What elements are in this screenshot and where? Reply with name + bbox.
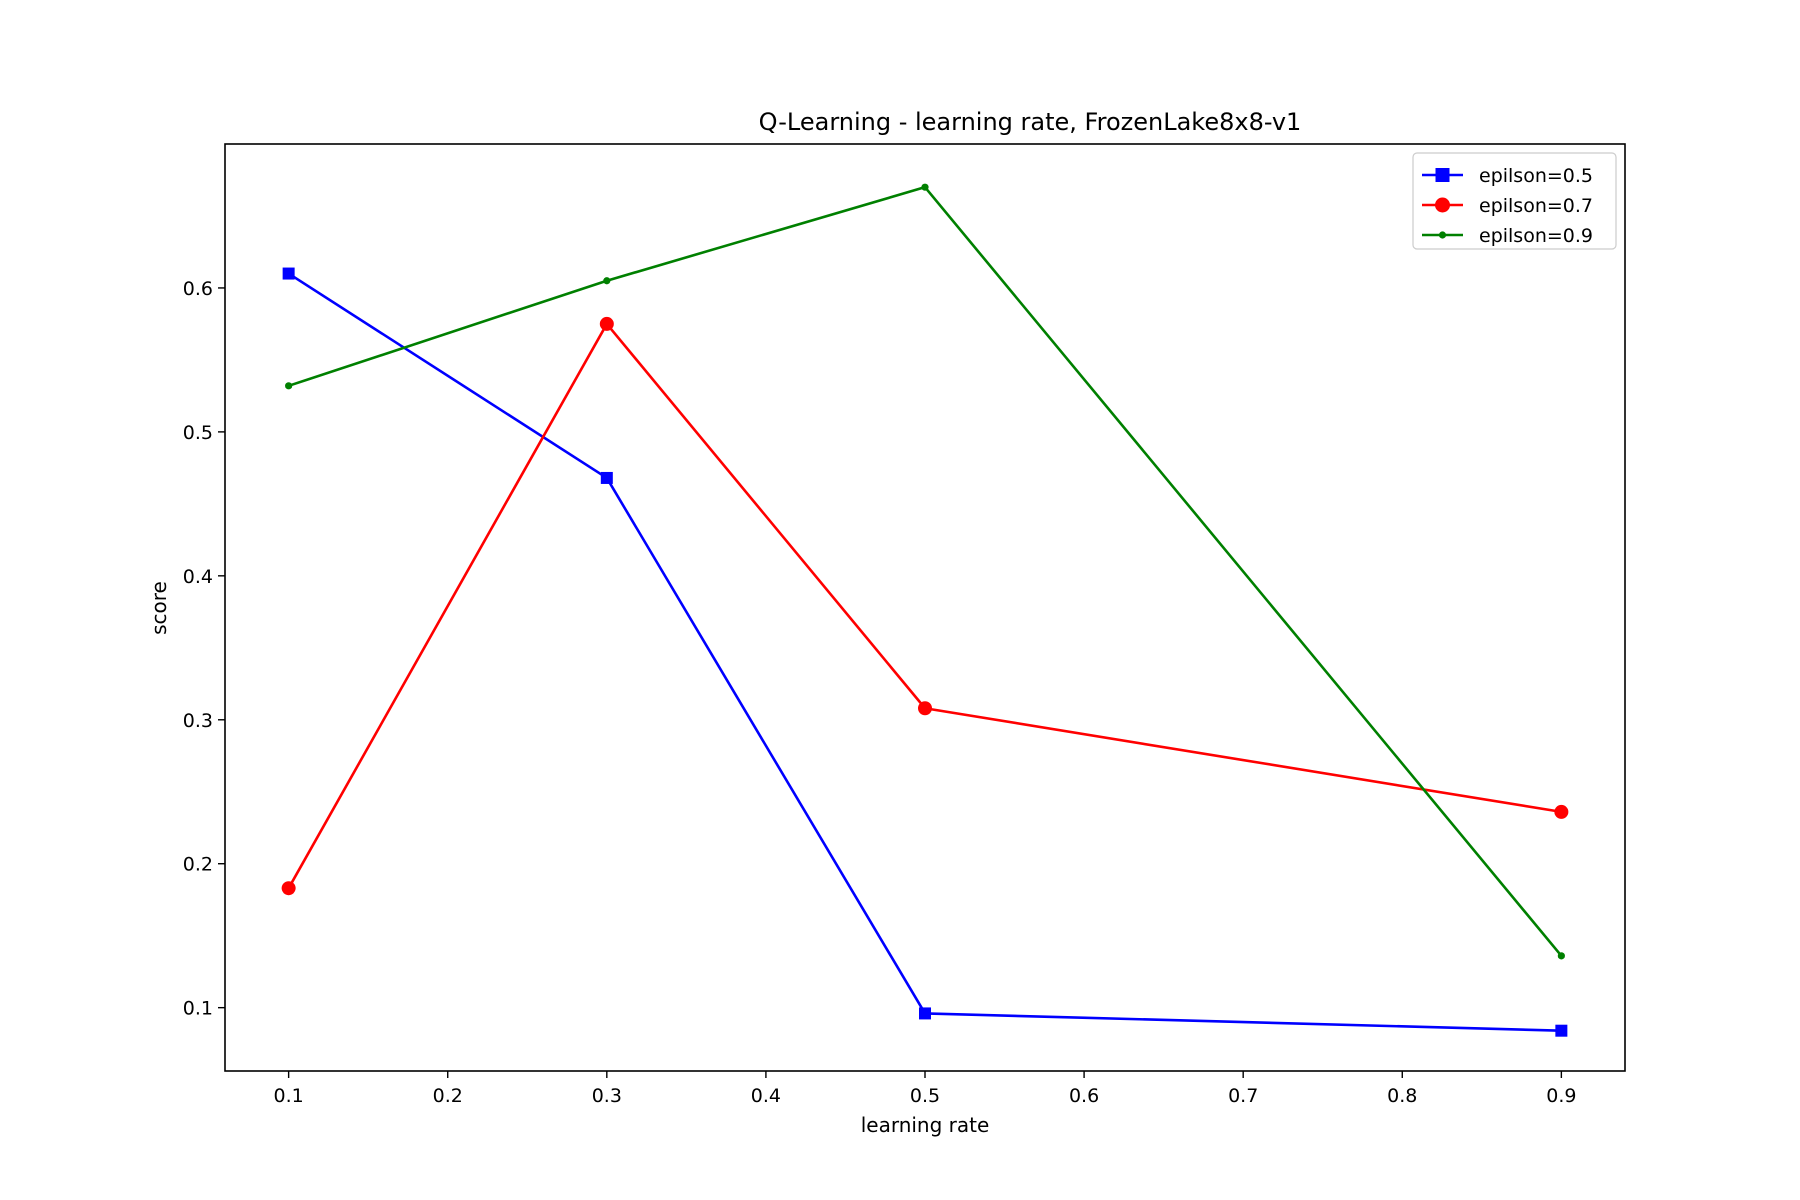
data-point — [282, 267, 295, 280]
data-point — [918, 701, 932, 716]
legend-box — [1412, 152, 1617, 250]
data-point — [1554, 804, 1569, 819]
series-3 — [285, 183, 1565, 960]
y-axis: 0.1 0.2 0.3 0.4 0.5 0.6 — [183, 278, 225, 1020]
y-tick-label: 0.3 — [183, 710, 213, 732]
legend: epilson=0.5 epilson=0.7 epilson=0.9 — [1412, 152, 1617, 250]
data-point — [599, 316, 614, 331]
data-point — [600, 471, 613, 484]
data-point — [1555, 1024, 1568, 1037]
series-line — [288, 185, 1563, 957]
legend-marker — [1435, 197, 1450, 213]
legend-label: epilson=0.5 — [1479, 165, 1593, 187]
x-tick-label: 0.7 — [1228, 1085, 1258, 1107]
x-axis: 0.1 0.2 0.3 0.4 0.5 0.6 0.7 0.8 0.9 — [274, 1071, 1576, 1107]
data-point — [603, 277, 611, 285]
y-axis-label: score — [147, 581, 171, 635]
series-1 — [282, 267, 1568, 1037]
chart-title: Q-Learning - learning rate, FrozenLake8x… — [759, 108, 1302, 136]
legend-marker — [1435, 168, 1450, 182]
legend-label: epilson=0.9 — [1479, 225, 1593, 247]
x-tick-label: 0.1 — [274, 1085, 304, 1107]
y-tick-label: 0.1 — [183, 998, 213, 1020]
data-point — [921, 183, 929, 191]
x-tick-label: 0.8 — [1387, 1085, 1417, 1107]
data-point — [281, 881, 296, 896]
y-tick-label: 0.6 — [183, 278, 213, 300]
x-tick-label: 0.2 — [433, 1085, 463, 1107]
series-line — [287, 322, 1562, 889]
x-tick-label: 0.4 — [751, 1085, 781, 1107]
legend-item: epilson=0.7 — [1422, 195, 1593, 217]
data-point — [285, 382, 293, 390]
x-tick-label: 0.9 — [1546, 1085, 1576, 1107]
y-tick-label: 0.2 — [183, 854, 213, 876]
data-point — [1557, 952, 1565, 960]
legend-label: epilson=0.7 — [1479, 195, 1593, 217]
y-tick-label: 0.4 — [183, 566, 213, 588]
legend-item: epilson=0.5 — [1422, 165, 1593, 187]
data-point — [919, 1007, 931, 1020]
x-tick-label: 0.6 — [1069, 1085, 1099, 1107]
x-axis-label: learning rate — [861, 1113, 990, 1137]
x-tick-label: 0.3 — [592, 1085, 622, 1107]
series-line — [287, 272, 1562, 1032]
plot-area — [281, 183, 1569, 1037]
series-2 — [281, 316, 1569, 896]
legend-item: epilson=0.9 — [1422, 225, 1593, 247]
x-tick-label: 0.5 — [910, 1085, 940, 1107]
legend-marker — [1438, 231, 1447, 239]
y-tick-label: 0.5 — [183, 422, 213, 444]
